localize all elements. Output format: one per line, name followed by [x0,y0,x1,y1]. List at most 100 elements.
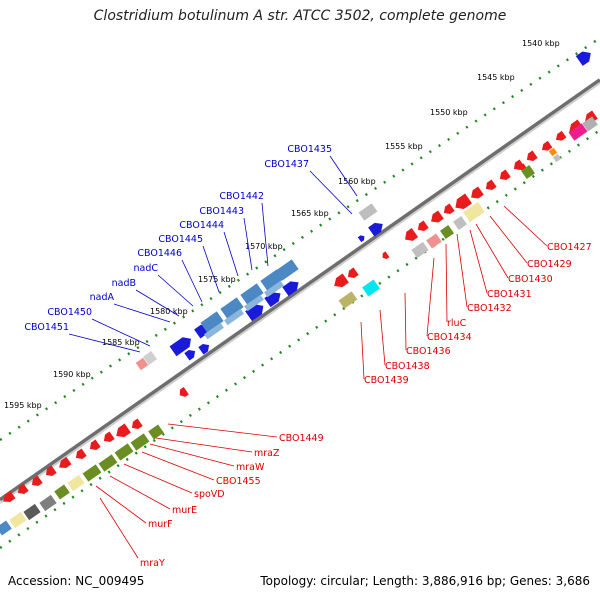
forward-gene-block [275,259,299,281]
connector-cbo1435 [329,155,358,197]
forward-label-cbo1435: CBO1435 [287,144,332,155]
reverse-gene-arrow [179,387,189,397]
connector-cbo1431 [469,229,488,294]
genome-backbone [0,78,600,502]
reverse-gene-arrow [3,490,16,503]
reverse-label-rluc: rluC [447,318,467,329]
reverse-gene-arrow [555,130,567,141]
reverse-gene-grey [453,216,467,230]
forward-label-cbo1450: CBO1450 [47,307,92,318]
reverse-label-cbo1429: CBO1429 [527,259,572,270]
forward-gene-arrow [282,281,299,297]
gene-labels: CBO1435 CBO1437 CBO1442 CBO1443 CBO1444 CBO14… [24,144,591,569]
forward-label-nadb: nadB [112,278,136,289]
reverse-gene-arrow [116,423,131,438]
scale-label-1565-kbp: 1565 kbp [291,209,329,218]
reverse-gene-arrow [471,186,484,199]
forward-gene-arrow [198,344,210,355]
reverse-gene-arrow [526,150,538,161]
forward-gene-grey [143,351,157,365]
reverse-gene-arrow [431,210,444,223]
scale-label-1555-kbp: 1555 kbp [385,142,423,151]
reverse-gene-yellow [463,201,485,223]
forward-label-cbo1445: CBO1445 [158,234,203,245]
connector-cbo1442 [261,202,269,267]
reverse-label-cbo1430: CBO1430 [508,274,553,285]
topology-text: Topology: circular; Length: 3,886,916 bp… [260,574,590,588]
connector-cbo1446 [181,259,203,303]
reverse-gene-orange [548,147,558,157]
connector-nada [113,303,171,323]
forward-gene-grey [358,203,378,221]
forward-label-cbo1444: CBO1444 [179,220,224,231]
reverse-label-mure: murE [172,505,197,516]
connector-nadc [157,274,194,307]
forward-gene-block-shade [244,294,264,312]
connector-cbo1450 [91,318,151,347]
scale-label-1550-kbp: 1550 kbp [430,108,468,117]
reverse-label-cbo1431: CBO1431 [487,289,532,300]
forward-gene-pink [135,357,149,371]
reverse-label-mray: mraY [140,558,165,569]
forward-gene-block-shade [204,322,224,340]
connector-mure [109,475,171,510]
reverse-gene-arrow [541,140,553,151]
reverse-gene-arrow [347,267,359,278]
forward-label-cbo1442: CBO1442 [219,191,264,202]
reverse-gene-dark [23,503,41,521]
connector-mray [99,497,139,559]
reverse-gene-yellow [9,511,27,529]
connector-cbo1443 [243,217,253,271]
scale-label-1575-kbp: 1575 kbp [198,275,236,284]
forward-gene-arrow [368,222,383,237]
scale-label-1545-kbp: 1545 kbp [477,73,515,82]
scale-label-1590-kbp: 1590 kbp [53,370,91,379]
connector-rluc [445,243,448,323]
scale-label-1540-kbp: 1540 kbp [522,39,560,48]
reverse-gene-pink [426,233,442,249]
connector-cbo1438 [379,309,386,366]
reverse-gene-arrow [417,220,429,231]
reverse-gene-arrow [75,448,87,459]
reverse-gene-olive [98,454,118,472]
reverse-gene-olive [130,433,150,451]
reverse-gene-arrow [382,251,390,260]
reverse-gene-olive [114,443,134,461]
forward-gene-block-shade [264,280,284,298]
reverse-gene-blue [0,520,12,536]
scale-label-1595-kbp: 1595 kbp [4,401,42,410]
reverse-gene-grey [39,494,57,512]
connector-cbo1449 [167,423,278,438]
reverse-gene-olive [54,484,70,500]
connector-cbo1439 [360,321,365,380]
gene-features [0,51,598,536]
connector-cbo1430 [475,223,509,279]
forward-gene-block-shade [224,308,244,326]
reverse-label-cbo1434: CBO1434 [427,332,472,343]
reverse-gene-arrow [131,418,143,429]
reverse-gene-arrow [89,439,101,450]
connector-mraz [155,437,253,453]
connector-cbo1437 [309,170,353,215]
reverse-label-cbo1427: CBO1427 [547,242,592,253]
inner-tick-track [0,128,600,550]
reverse-gene-olive [521,165,535,179]
reverse-gene-yellow [67,474,85,492]
forward-label-cbo1437: CBO1437 [264,159,309,170]
outer-tick-track [0,36,600,442]
reverse-label-mraz: mraZ [254,448,280,459]
forward-label-cbo1443: CBO1443 [199,206,244,217]
reverse-gene-arrow [499,169,511,180]
reverse-gene-olive [440,225,454,239]
forward-label-nada: nadA [90,292,115,303]
forward-gene-arrow [575,51,591,66]
genome-backbone-highlight [0,82,600,504]
connector-cbo1434 [426,257,435,337]
reverse-label-cbo1436: CBO1436 [406,346,451,357]
scale-label-1570-kbp: 1570 kbp [245,242,283,251]
reverse-gene-grey [411,241,429,259]
reverse-gene-magenta [568,123,588,141]
reverse-gene-arrow [455,193,472,210]
reverse-gene-khaki [338,291,358,309]
